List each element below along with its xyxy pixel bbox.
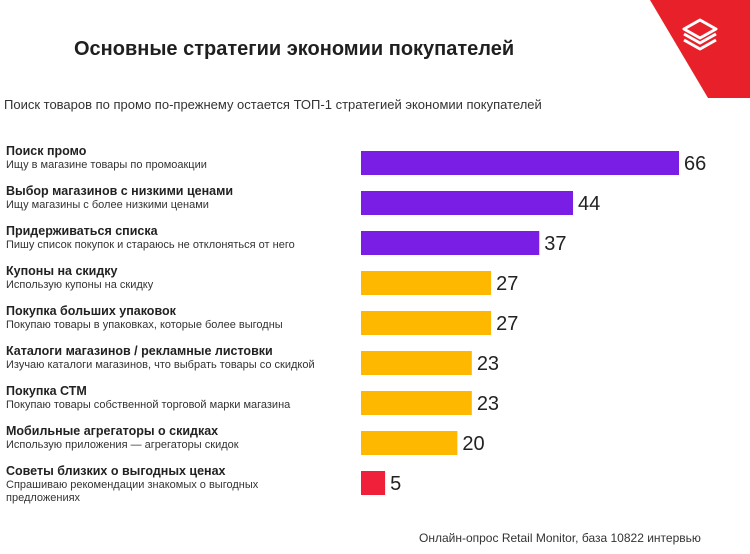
bar: [361, 311, 492, 335]
category-row: Советы близких о выгодных ценахСпрашиваю…: [6, 464, 401, 504]
category-description: Ищу магазины с более низкими ценами: [6, 199, 209, 211]
bar-value-label: 23: [477, 393, 499, 415]
category-description: Спрашиваю рекомендации знакомых о выгодн…: [6, 479, 259, 491]
category-label: Мобильные агрегаторы о скидках: [6, 424, 218, 438]
category-description: Покупаю товары в упаковках, которые боле…: [6, 319, 283, 331]
category-description: предложениях: [6, 492, 81, 504]
bar: [361, 431, 458, 455]
bar: [361, 191, 573, 215]
page-title: Основные стратегии экономии покупателей: [74, 38, 515, 60]
bar: [361, 471, 386, 495]
category-description: Пишу список покупок и стараюсь не отклон…: [6, 239, 295, 251]
category-label: Советы близких о выгодных ценах: [6, 464, 226, 478]
bar: [361, 351, 472, 375]
category-description: Ищу в магазине товары по промоакции: [6, 159, 207, 171]
bar-value-label: 27: [496, 313, 518, 335]
category-label: Выбор магазинов с низкими ценами: [6, 184, 233, 198]
bar: [361, 151, 679, 175]
bar-value-label: 66: [684, 153, 706, 175]
category-label: Каталоги магазинов / рекламные листовки: [6, 344, 273, 358]
category-description: Покупаю товары собственной торговой марк…: [6, 399, 291, 411]
bar-value-label: 27: [496, 273, 518, 295]
bar: [361, 391, 472, 415]
category-label: Покупка больших упаковок: [6, 304, 177, 318]
category-row: Каталоги магазинов / рекламные листовкиИ…: [6, 344, 499, 375]
category-label: Покупка СТМ: [6, 384, 87, 398]
category-description: Изучаю каталоги магазинов, что выбрать т…: [6, 359, 315, 371]
logo-corner: [650, 0, 750, 98]
stacked-layers-logo-icon: [682, 18, 718, 51]
category-row: Мобильные агрегаторы о скидкахИспользую …: [6, 424, 485, 455]
bar-value-label: 20: [462, 433, 484, 455]
category-label: Придерживаться списка: [6, 224, 159, 238]
category-description: Использую купоны на скидку: [6, 279, 154, 291]
bar: [361, 271, 492, 295]
bar-value-label: 44: [578, 193, 600, 215]
bar: [361, 231, 540, 255]
source-note: Онлайн-опрос Retail Monitor, база 10822 …: [419, 531, 701, 545]
category-label: Купоны на скидку: [6, 264, 118, 278]
bar-value-label: 23: [477, 353, 499, 375]
category-description: Использую приложения — агрегаторы скидок: [6, 439, 239, 451]
page-subtitle: Поиск товаров по промо по-прежнему остае…: [4, 97, 542, 112]
bar-value-label: 5: [390, 473, 401, 495]
category-label: Поиск промо: [6, 144, 87, 158]
bar-value-label: 37: [544, 233, 566, 255]
